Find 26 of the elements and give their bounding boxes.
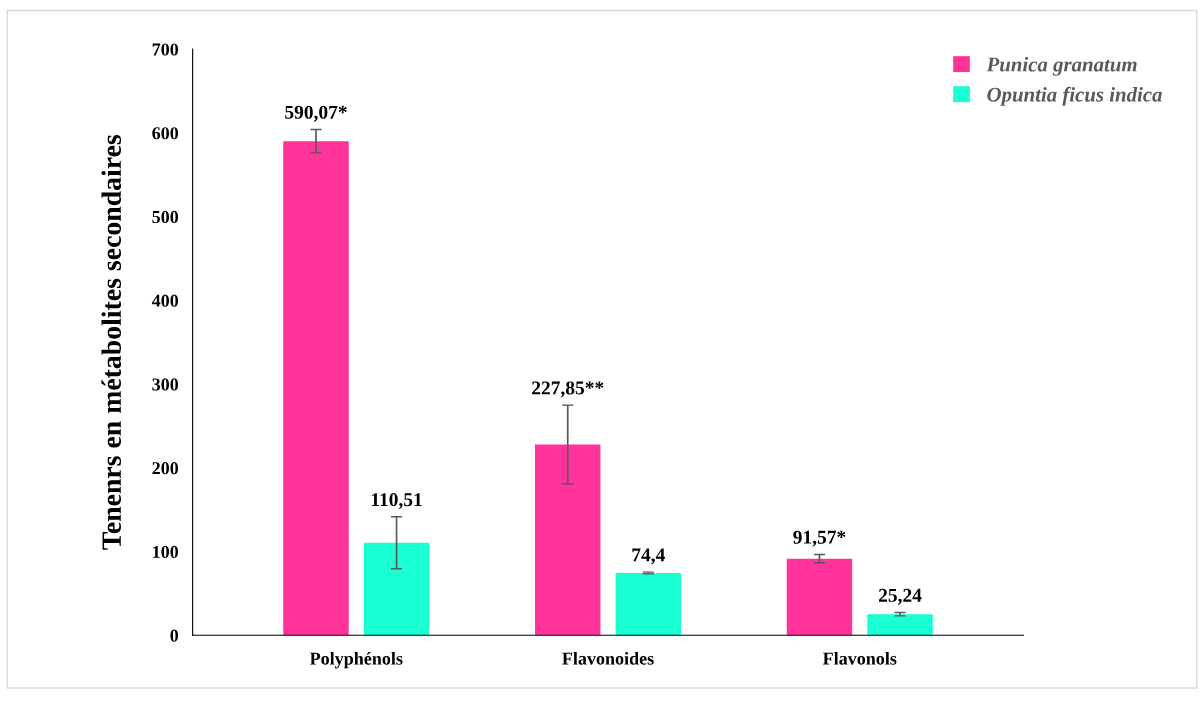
legend-label: Opuntia ficus indica [987, 86, 1162, 106]
y-axis-title: Tenenrs en métabolites secondaires [101, 134, 122, 550]
data-label: 227,85** [532, 381, 604, 398]
y-tick-label: 500 [152, 210, 179, 224]
bar [615, 573, 682, 636]
bar [786, 558, 853, 636]
data-label: 91,57* [793, 530, 846, 547]
data-label: 25,24 [878, 588, 922, 605]
y-tick-label: 600 [152, 127, 179, 140]
y-tick-label: 700 [152, 43, 179, 56]
x-tick-label: Polyphénols [309, 651, 403, 669]
legend-label: Punica granatum [986, 56, 1137, 76]
bar [867, 614, 933, 636]
y-tick-label: 400 [151, 294, 179, 307]
y-tick-label: 200 [152, 462, 179, 475]
data-label: 590,07* [285, 105, 347, 122]
x-tick-label: Flavonols [822, 651, 897, 665]
x-tick-label: Flavonoides [562, 651, 654, 665]
bar [283, 141, 349, 636]
bar [363, 542, 430, 636]
data-label: 74,4 [632, 548, 665, 565]
data-label: 110,51 [371, 493, 422, 509]
y-tick-label: 300 [152, 378, 179, 391]
y-tick-label: 0 [170, 629, 179, 642]
y-tick-label: 100 [153, 545, 179, 559]
bar [535, 444, 601, 636]
